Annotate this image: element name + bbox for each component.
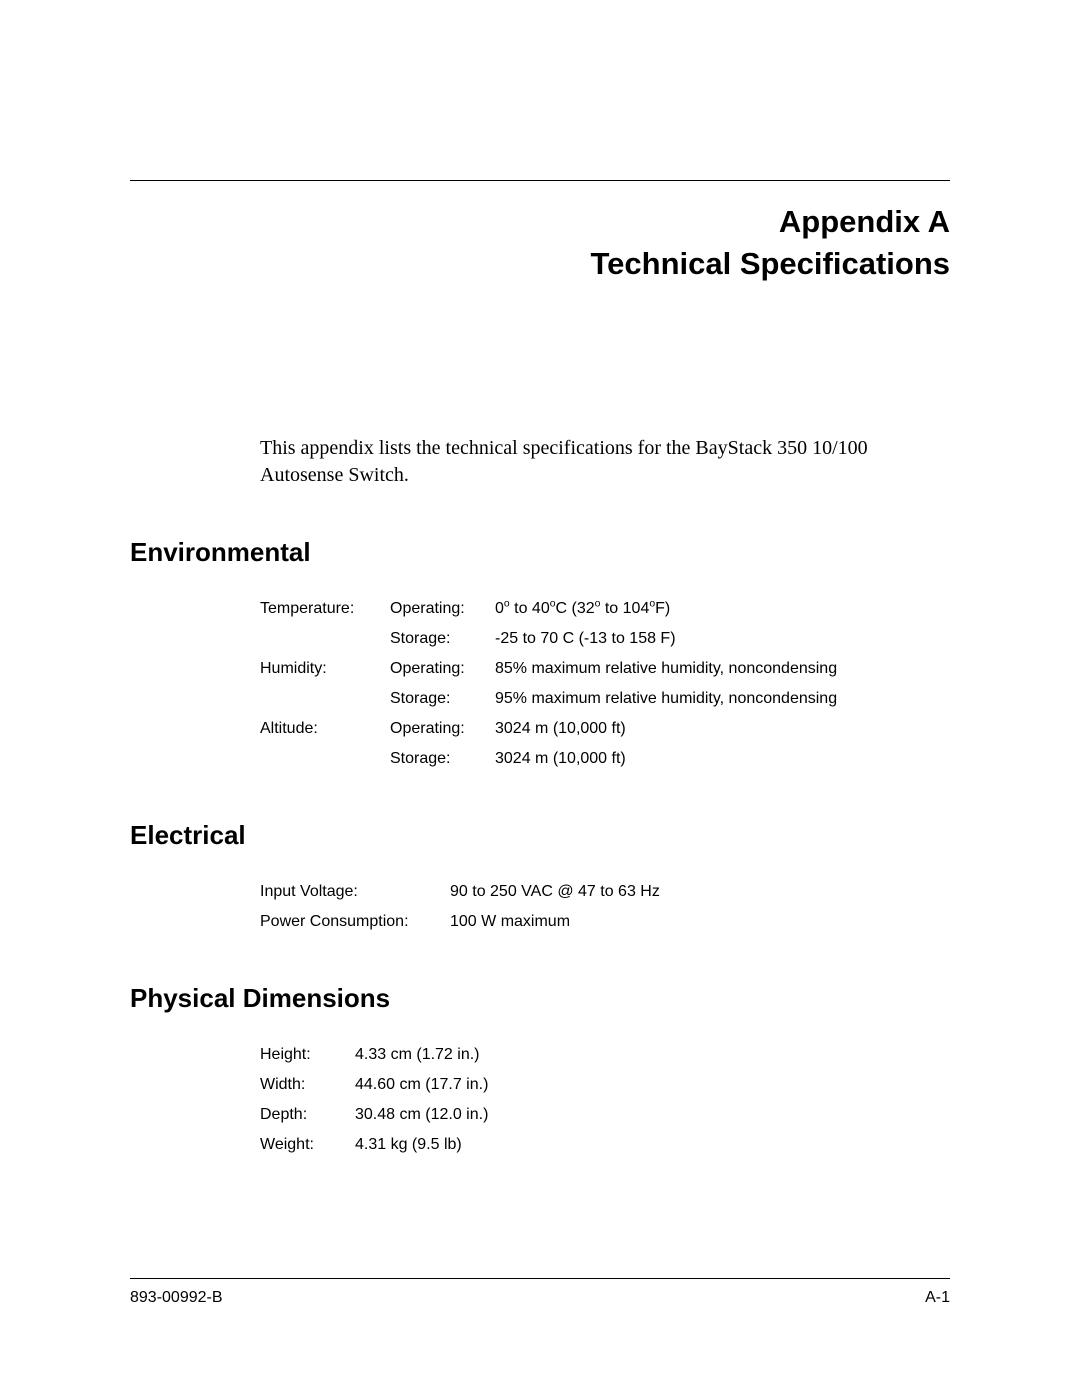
cell-category: Altitude: bbox=[260, 721, 390, 737]
cell-category bbox=[260, 631, 390, 647]
section-heading-physical: Physical Dimensions bbox=[130, 983, 950, 1014]
physical-table: Height: 4.33 cm (1.72 in.) Width: 44.60 … bbox=[260, 1040, 950, 1160]
table-row: Humidity: Operating: 85% maximum relativ… bbox=[260, 654, 950, 684]
table-row: Width: 44.60 cm (17.7 in.) bbox=[260, 1070, 950, 1100]
cell-label: Height: bbox=[260, 1047, 355, 1063]
intro-paragraph: This appendix lists the technical specif… bbox=[260, 435, 950, 489]
cell-category: Temperature: bbox=[260, 601, 390, 617]
cell-condition: Storage: bbox=[390, 631, 495, 647]
table-row: Input Voltage: 90 to 250 VAC @ 47 to 63 … bbox=[260, 877, 950, 907]
table-row: Height: 4.33 cm (1.72 in.) bbox=[260, 1040, 950, 1070]
cell-condition: Operating: bbox=[390, 721, 495, 737]
cell-label: Depth: bbox=[260, 1107, 355, 1123]
cell-condition: Storage: bbox=[390, 691, 495, 707]
cell-value: 100 W maximum bbox=[450, 914, 950, 930]
cell-condition: Operating: bbox=[390, 601, 495, 617]
cell-value: -25 to 70 C (-13 to 158 F) bbox=[495, 631, 950, 647]
document-page: Appendix A Technical Specifications This… bbox=[0, 0, 1080, 1397]
table-row: Power Consumption: 100 W maximum bbox=[260, 907, 950, 937]
table-row: Storage: 95% maximum relative humidity, … bbox=[260, 684, 950, 714]
cell-label: Weight: bbox=[260, 1137, 355, 1153]
title-line-2: Technical Specifications bbox=[130, 243, 950, 285]
cell-value: 44.60 cm (17.7 in.) bbox=[355, 1077, 950, 1093]
section-heading-environmental: Environmental bbox=[130, 537, 950, 568]
title-line-1: Appendix A bbox=[130, 201, 950, 243]
table-row: Weight: 4.31 kg (9.5 lb) bbox=[260, 1130, 950, 1160]
cell-value: 85% maximum relative humidity, nonconden… bbox=[495, 661, 950, 677]
title-block: Appendix A Technical Specifications bbox=[130, 201, 950, 285]
footer-page-number: A-1 bbox=[925, 1289, 950, 1307]
cell-category bbox=[260, 751, 390, 767]
cell-value: 30.48 cm (12.0 in.) bbox=[355, 1107, 950, 1123]
cell-value: 4.33 cm (1.72 in.) bbox=[355, 1047, 950, 1063]
table-row: Storage: 3024 m (10,000 ft) bbox=[260, 744, 950, 774]
cell-condition: Operating: bbox=[390, 661, 495, 677]
footer-row: 893-00992-B A-1 bbox=[130, 1289, 950, 1307]
table-row: Storage: -25 to 70 C (-13 to 158 F) bbox=[260, 624, 950, 654]
cell-value: 3024 m (10,000 ft) bbox=[495, 721, 950, 737]
cell-value: 95% maximum relative humidity, nonconden… bbox=[495, 691, 950, 707]
electrical-table: Input Voltage: 90 to 250 VAC @ 47 to 63 … bbox=[260, 877, 950, 937]
cell-value: 90 to 250 VAC @ 47 to 63 Hz bbox=[450, 884, 950, 900]
cell-label: Width: bbox=[260, 1077, 355, 1093]
table-row: Temperature: Operating: 0o to 40oC (32o … bbox=[260, 594, 950, 624]
cell-value: 3024 m (10,000 ft) bbox=[495, 751, 950, 767]
top-rule bbox=[130, 180, 950, 181]
footer-doc-number: 893-00992-B bbox=[130, 1289, 223, 1307]
footer-rule bbox=[130, 1278, 950, 1279]
table-row: Depth: 30.48 cm (12.0 in.) bbox=[260, 1100, 950, 1130]
cell-value: 0o to 40oC (32o to 104oF) bbox=[495, 601, 950, 617]
cell-label: Power Consumption: bbox=[260, 914, 450, 930]
cell-value: 4.31 kg (9.5 lb) bbox=[355, 1137, 950, 1153]
cell-category: Humidity: bbox=[260, 661, 390, 677]
section-heading-electrical: Electrical bbox=[130, 820, 950, 851]
page-footer: 893-00992-B A-1 bbox=[130, 1278, 950, 1307]
cell-category bbox=[260, 691, 390, 707]
environmental-table: Temperature: Operating: 0o to 40oC (32o … bbox=[260, 594, 950, 774]
table-row: Altitude: Operating: 3024 m (10,000 ft) bbox=[260, 714, 950, 744]
cell-label: Input Voltage: bbox=[260, 884, 450, 900]
cell-condition: Storage: bbox=[390, 751, 495, 767]
